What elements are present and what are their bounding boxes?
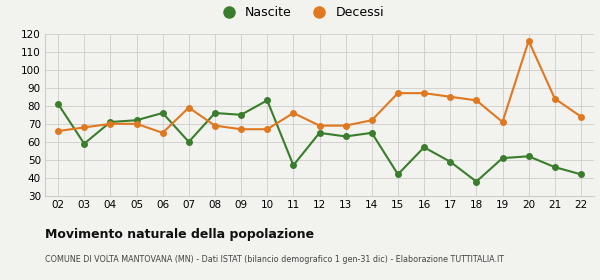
Decessi xyxy=(473,99,480,102)
Nascite xyxy=(368,131,376,134)
Nascite xyxy=(446,160,454,164)
Nascite xyxy=(55,102,62,106)
Nascite xyxy=(473,180,480,183)
Line: Decessi: Decessi xyxy=(55,38,584,136)
Decessi xyxy=(446,95,454,99)
Nascite xyxy=(342,135,349,138)
Nascite xyxy=(577,173,584,176)
Nascite xyxy=(80,142,88,145)
Decessi xyxy=(577,115,584,118)
Nascite xyxy=(421,146,428,149)
Nascite xyxy=(159,111,166,115)
Decessi xyxy=(316,124,323,127)
Nascite xyxy=(211,111,218,115)
Line: Nascite: Nascite xyxy=(55,98,584,184)
Decessi xyxy=(368,118,376,122)
Nascite xyxy=(316,131,323,134)
Decessi xyxy=(263,128,271,131)
Nascite xyxy=(499,157,506,160)
Nascite xyxy=(394,173,401,176)
Decessi xyxy=(133,122,140,125)
Decessi xyxy=(394,92,401,95)
Decessi xyxy=(342,124,349,127)
Nascite xyxy=(290,164,297,167)
Decessi xyxy=(290,111,297,115)
Decessi xyxy=(238,128,245,131)
Decessi xyxy=(499,120,506,124)
Nascite xyxy=(263,99,271,102)
Decessi xyxy=(211,124,218,127)
Text: Movimento naturale della popolazione: Movimento naturale della popolazione xyxy=(45,228,314,241)
Nascite xyxy=(525,155,532,158)
Nascite xyxy=(133,118,140,122)
Decessi xyxy=(55,129,62,133)
Nascite xyxy=(238,113,245,116)
Text: COMUNE DI VOLTA MANTOVANA (MN) - Dati ISTAT (bilancio demografico 1 gen-31 dic) : COMUNE DI VOLTA MANTOVANA (MN) - Dati IS… xyxy=(45,255,504,264)
Nascite xyxy=(551,165,559,169)
Decessi xyxy=(551,97,559,100)
Nascite xyxy=(185,140,193,144)
Legend: Nascite, Decessi: Nascite, Decessi xyxy=(216,6,384,19)
Decessi xyxy=(80,126,88,129)
Decessi xyxy=(159,131,166,134)
Decessi xyxy=(107,122,114,125)
Decessi xyxy=(525,39,532,43)
Nascite xyxy=(107,120,114,124)
Decessi xyxy=(185,106,193,109)
Decessi xyxy=(421,92,428,95)
